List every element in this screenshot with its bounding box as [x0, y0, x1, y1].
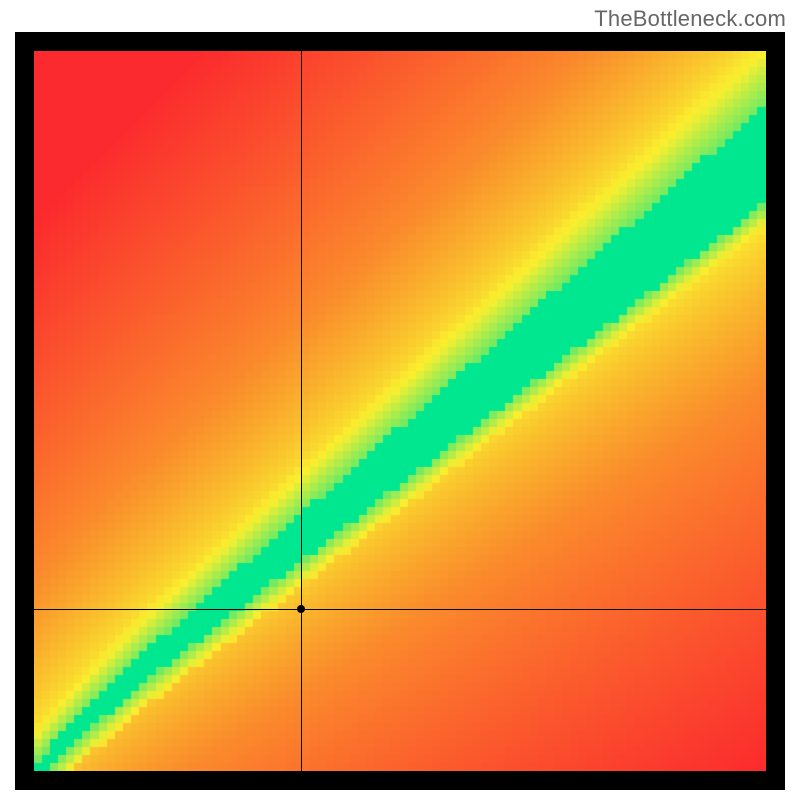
marker-point	[297, 605, 305, 613]
heatmap-canvas	[34, 51, 766, 771]
watermark-text: TheBottleneck.com	[594, 6, 786, 32]
crosshair-vertical	[301, 51, 302, 771]
chart-container: TheBottleneck.com	[0, 0, 800, 800]
crosshair-horizontal	[34, 609, 766, 610]
plot-border	[15, 32, 785, 790]
